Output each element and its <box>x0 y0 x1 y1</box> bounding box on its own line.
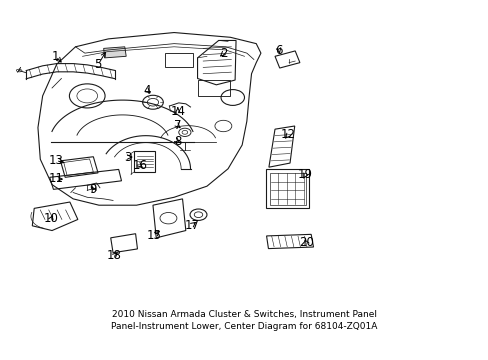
Text: 12: 12 <box>281 128 296 141</box>
Text: 8: 8 <box>174 135 181 148</box>
Text: 18: 18 <box>106 249 121 262</box>
Text: 17: 17 <box>184 219 199 231</box>
Polygon shape <box>103 47 126 58</box>
Text: 3: 3 <box>124 150 131 163</box>
Text: 16: 16 <box>133 159 147 172</box>
Text: 10: 10 <box>43 212 59 225</box>
Text: 1: 1 <box>52 50 60 63</box>
Text: 13: 13 <box>48 154 63 167</box>
Text: 20: 20 <box>299 237 313 249</box>
Text: 5: 5 <box>94 58 102 71</box>
Text: 9: 9 <box>89 183 97 196</box>
Text: 14: 14 <box>170 105 185 118</box>
Text: 4: 4 <box>143 84 151 97</box>
Text: 11: 11 <box>48 172 63 185</box>
Text: 15: 15 <box>146 229 162 242</box>
Text: 7: 7 <box>174 119 181 132</box>
Text: 6: 6 <box>275 44 283 57</box>
Text: 2010 Nissan Armada Cluster & Switches, Instrument Panel
Panel-Instrument Lower, : 2010 Nissan Armada Cluster & Switches, I… <box>111 310 377 330</box>
Text: 19: 19 <box>297 168 312 181</box>
Text: 2: 2 <box>220 47 227 60</box>
